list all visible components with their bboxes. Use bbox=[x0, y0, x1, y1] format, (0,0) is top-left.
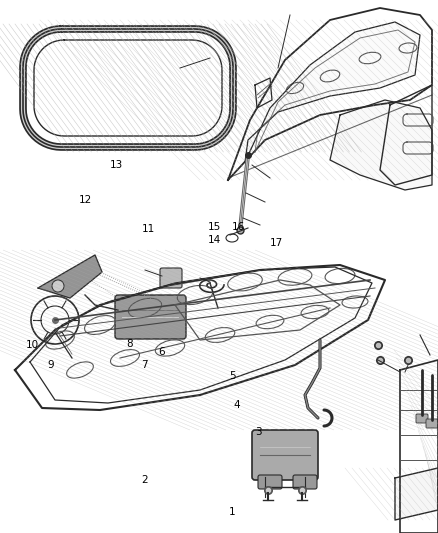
Text: 14: 14 bbox=[208, 235, 221, 245]
Text: 6: 6 bbox=[159, 347, 166, 357]
Text: 1: 1 bbox=[229, 507, 236, 516]
Polygon shape bbox=[330, 100, 432, 190]
FancyBboxPatch shape bbox=[160, 268, 182, 288]
Polygon shape bbox=[395, 468, 438, 520]
Text: 13: 13 bbox=[110, 160, 123, 170]
Text: 2: 2 bbox=[141, 475, 148, 484]
FancyBboxPatch shape bbox=[115, 295, 186, 339]
Text: 10: 10 bbox=[26, 341, 39, 350]
Text: 12: 12 bbox=[79, 195, 92, 205]
Circle shape bbox=[52, 280, 64, 292]
FancyBboxPatch shape bbox=[426, 419, 438, 428]
Text: 17: 17 bbox=[269, 238, 283, 247]
Text: 9: 9 bbox=[47, 360, 54, 370]
Text: 3: 3 bbox=[255, 427, 262, 437]
Text: 4: 4 bbox=[233, 400, 240, 410]
Text: 16: 16 bbox=[232, 222, 245, 231]
FancyBboxPatch shape bbox=[258, 475, 282, 489]
FancyBboxPatch shape bbox=[293, 475, 317, 489]
Text: 7: 7 bbox=[141, 360, 148, 370]
Polygon shape bbox=[245, 22, 420, 162]
Text: 15: 15 bbox=[208, 222, 221, 231]
Text: 8: 8 bbox=[126, 339, 133, 349]
Polygon shape bbox=[38, 255, 102, 298]
FancyBboxPatch shape bbox=[252, 430, 318, 480]
Text: 11: 11 bbox=[142, 224, 155, 234]
FancyBboxPatch shape bbox=[416, 414, 428, 423]
Text: 5: 5 bbox=[229, 371, 236, 381]
